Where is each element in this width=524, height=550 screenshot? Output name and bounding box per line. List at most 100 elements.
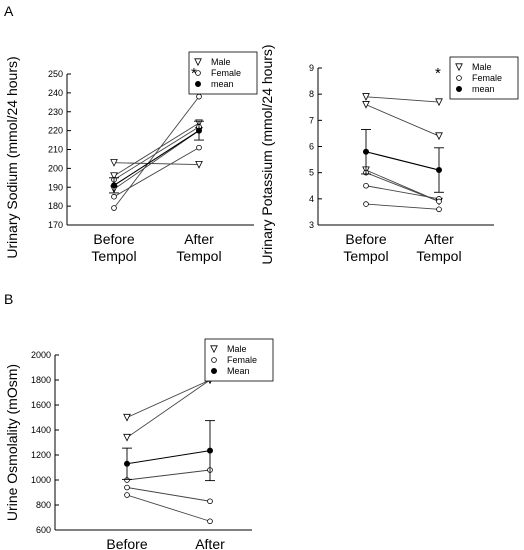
potassium-legend-entry: mean xyxy=(472,84,495,94)
osmolality-point-male xyxy=(123,413,131,422)
category-line: Tempol xyxy=(91,248,136,264)
category-line: Tempol xyxy=(416,248,461,264)
osmolality-y-tick-label: 600 xyxy=(36,525,51,535)
sodium-mean-line xyxy=(113,130,200,186)
potassium-significance-asterisk: * xyxy=(435,65,441,82)
osmolality-legend-marker xyxy=(210,345,218,354)
sodium-subject-line xyxy=(113,122,200,177)
osmolality-y-tick-label: 2000 xyxy=(31,350,51,360)
osmolality-subject-line xyxy=(126,379,211,418)
potassium-subject-line xyxy=(365,172,440,202)
potassium-legend-marker xyxy=(455,63,463,72)
category-line: Before xyxy=(106,536,147,550)
osmolality-mean-point xyxy=(206,447,213,454)
potassium-y-tick-label: 7 xyxy=(309,115,314,125)
potassium-y-tick-label: 9 xyxy=(309,63,314,73)
potassium-subject-line xyxy=(365,203,440,210)
sodium-mean-point xyxy=(111,182,118,189)
osmolality-subject-line xyxy=(126,469,211,481)
osmolality-y-tick-label: 1400 xyxy=(31,425,51,435)
sodium-point-male xyxy=(195,160,203,169)
potassium-y-tick-label: 5 xyxy=(309,168,314,178)
sodium-y-tick-label: 190 xyxy=(48,182,63,192)
category-line: Before xyxy=(93,231,134,247)
sodium-mean-point xyxy=(195,127,202,134)
potassium-point-male xyxy=(362,93,370,101)
osmolality-y-tick-label: 1600 xyxy=(31,400,51,410)
osmolality-point-female xyxy=(124,484,130,491)
osmolality-legend-entry: Female xyxy=(227,355,257,365)
sodium-subject-line xyxy=(113,162,200,166)
category-line: After xyxy=(195,536,225,550)
osmolality-subject-line xyxy=(126,494,211,522)
osmolality-point-female xyxy=(124,492,130,498)
category-line: After xyxy=(184,231,214,247)
sodium-subject-line xyxy=(113,147,200,198)
sodium-legend-marker xyxy=(195,70,201,76)
potassium-legend-entry: Male xyxy=(472,62,492,72)
panel-label-A: A xyxy=(4,3,14,19)
sodium-x-tick-label: After Tempol xyxy=(176,231,221,264)
potassium-mean-point xyxy=(362,148,369,155)
sodium-x-tick-label: Before Tempol xyxy=(91,231,136,264)
sodium-point-male xyxy=(110,159,118,167)
osmolality-legend-marker xyxy=(211,357,217,363)
sodium-legend-entry: mean xyxy=(211,79,234,89)
sodium-significance-asterisk: * xyxy=(191,65,197,82)
osmolality-subject-line xyxy=(126,379,211,438)
sodium-y-axis-label: Urinary Sodium (mmol/24 hours) xyxy=(4,56,20,258)
sodium-y-tick-label: 170 xyxy=(48,220,63,230)
category-line: Before xyxy=(345,231,386,247)
sodium-legend-entry: Male xyxy=(211,57,231,67)
potassium-x-tick-label: Before Tempol xyxy=(343,231,388,264)
category-line: Tempol xyxy=(176,248,221,264)
panel-label-B: B xyxy=(4,291,13,307)
osmolality-legend-entry: Mean xyxy=(227,366,250,376)
osmolality-mean-line xyxy=(126,450,211,465)
potassium-point-female xyxy=(363,182,369,189)
potassium-y-axis-label: Urinary Potassium (mmol/24 hours) xyxy=(259,44,275,264)
osmolality-y-axis-label: Urine Osmolality (mOsm) xyxy=(4,364,20,521)
sodium-point-female xyxy=(111,205,117,211)
osmolality-point-female xyxy=(207,498,213,505)
sodium-subject-line xyxy=(113,96,200,209)
potassium-x-tick-label: After Tempol xyxy=(416,231,461,264)
potassium-subject-line xyxy=(365,96,440,103)
potassium-legend-marker xyxy=(456,75,462,81)
category-line: After xyxy=(424,231,454,247)
osmolality-y-tick-label: 800 xyxy=(36,500,51,510)
sodium-point-female xyxy=(111,193,117,200)
osmolality-point-male xyxy=(123,433,131,442)
sodium-y-tick-label: 230 xyxy=(48,107,63,117)
potassium-point-male xyxy=(435,132,443,141)
potassium-y-tick-label: 4 xyxy=(309,194,314,204)
potassium-legend-entry: Female xyxy=(472,73,502,83)
osmolality-y-tick-label: 1200 xyxy=(31,450,51,460)
potassium-point-male xyxy=(435,98,443,107)
potassium-y-tick-label: 6 xyxy=(309,142,314,152)
category-line: Tempol xyxy=(343,248,388,264)
osmolality-subject-line xyxy=(126,487,211,502)
sodium-y-tick-label: 200 xyxy=(48,163,63,173)
potassium-legend-marker xyxy=(455,86,462,93)
sodium-point-male xyxy=(110,172,118,181)
potassium-point-female xyxy=(436,206,442,213)
sodium-y-tick-label: 210 xyxy=(48,145,63,155)
potassium-subject-line xyxy=(365,104,440,137)
potassium-y-tick-label: 8 xyxy=(309,89,314,99)
sodium-y-tick-label: 250 xyxy=(48,69,63,79)
potassium-point-female xyxy=(436,198,442,205)
sodium-legend-entry: Female xyxy=(211,68,241,78)
osmolality-point-female xyxy=(207,518,213,525)
osmolality-legend-marker xyxy=(210,367,217,374)
sodium-legend-marker xyxy=(194,58,202,67)
potassium-mean-line xyxy=(365,151,440,171)
sodium-y-tick-label: 180 xyxy=(48,201,63,211)
osmolality-mean-point xyxy=(124,460,131,467)
osmolality-y-tick-label: 1000 xyxy=(31,475,51,485)
potassium-point-female xyxy=(363,201,369,207)
sodium-subject-line xyxy=(113,126,200,181)
